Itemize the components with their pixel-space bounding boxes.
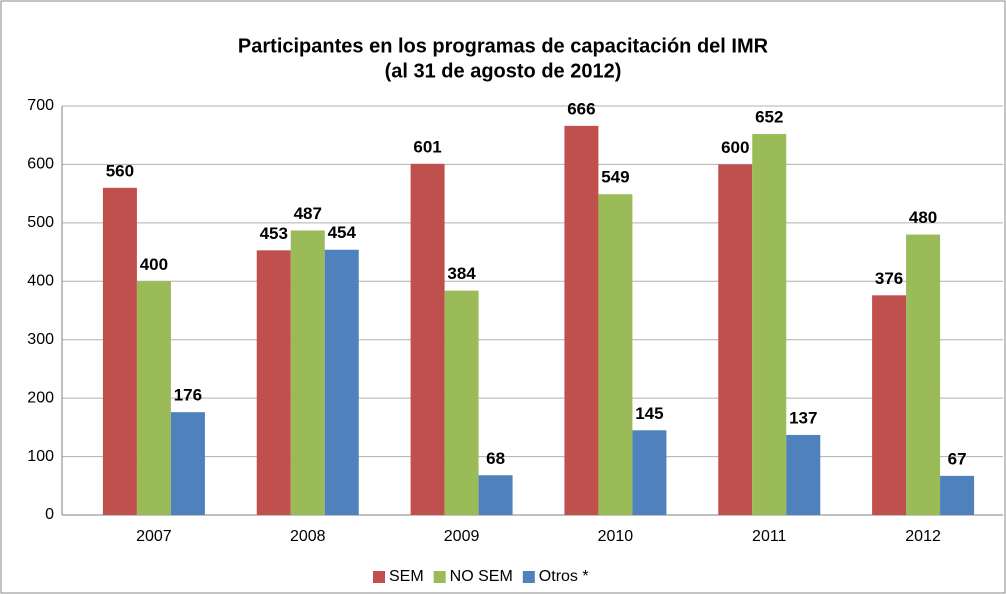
bar [324, 249, 359, 515]
bar [444, 290, 479, 515]
legend-label: SEM [389, 568, 424, 585]
legend-label: Otros * [539, 568, 589, 585]
y-tick-label: 400 [27, 273, 54, 290]
bar [632, 430, 667, 515]
y-tick-label: 300 [27, 331, 54, 348]
data-label: 480 [909, 208, 937, 227]
data-label: 454 [328, 223, 357, 242]
x-tick-label: 2008 [290, 528, 326, 545]
bar [136, 281, 171, 515]
data-label: 145 [635, 404, 663, 423]
data-label: 67 [948, 449, 967, 468]
data-label: 487 [294, 204, 322, 223]
data-label: 666 [567, 99, 595, 118]
bar [940, 475, 975, 515]
y-tick-label: 100 [27, 448, 54, 465]
legend-swatch [522, 571, 535, 583]
bar [256, 250, 291, 515]
data-label: 68 [486, 449, 505, 468]
bar [786, 434, 821, 515]
data-label: 376 [875, 269, 903, 288]
data-label: 601 [413, 137, 441, 156]
bar [170, 412, 205, 515]
bar [478, 475, 513, 515]
bar [410, 163, 445, 515]
y-tick-label: 600 [27, 156, 54, 173]
y-tick-label: 200 [27, 389, 54, 406]
x-tick-label: 2010 [598, 528, 634, 545]
bar [752, 134, 787, 515]
legend-swatch [373, 571, 385, 583]
bar [564, 125, 599, 515]
bar [290, 230, 325, 515]
data-label: 549 [601, 168, 629, 187]
bar [718, 164, 753, 515]
y-tick-label: 0 [45, 506, 54, 523]
x-tick-label: 2009 [444, 528, 480, 545]
data-label: 384 [447, 264, 476, 283]
data-label: 652 [755, 108, 783, 127]
bar [598, 194, 633, 515]
bar [102, 187, 137, 516]
bar [872, 295, 907, 515]
data-label: 600 [721, 138, 749, 157]
x-tick-label: 2012 [905, 528, 941, 545]
bar [906, 234, 941, 516]
chart-title: Participantes en los programas de capaci… [238, 35, 769, 57]
data-label: 400 [140, 255, 168, 274]
y-tick-label: 700 [27, 97, 54, 114]
x-tick-label: 2007 [136, 528, 172, 545]
x-tick-label: 2011 [752, 528, 787, 545]
legend-label: NO SEM [450, 568, 513, 585]
legend-swatch [433, 571, 446, 583]
data-label: 137 [789, 408, 817, 427]
data-label: 560 [106, 161, 134, 180]
data-label: 453 [260, 224, 288, 243]
data-label: 176 [174, 386, 202, 405]
y-tick-label: 500 [27, 214, 54, 231]
chart-subtitle: (al 31 de agosto de 2012) [385, 60, 622, 82]
